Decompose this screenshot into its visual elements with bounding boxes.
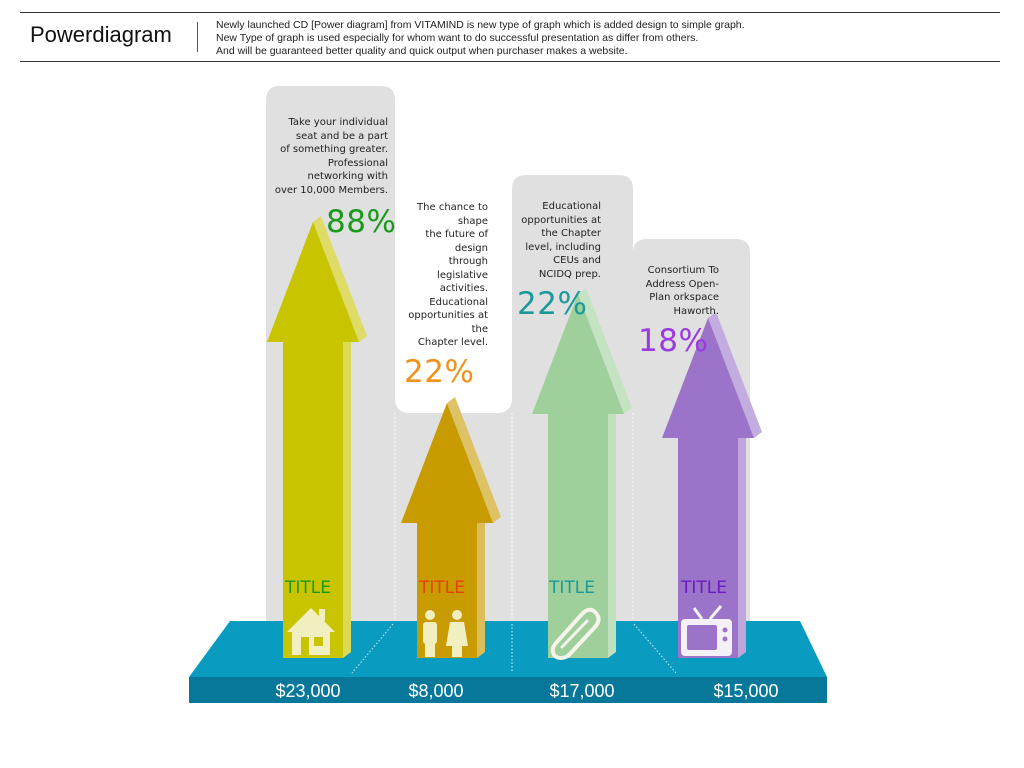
- arrow-body-side: [608, 410, 616, 658]
- value-label-2: $8,000: [408, 681, 464, 701]
- tv-antenna-right: [708, 605, 723, 620]
- tv-knob-2: [722, 636, 728, 642]
- house-roof: [287, 608, 335, 632]
- tv-icon: [681, 605, 732, 656]
- arrow-head-side: [708, 312, 762, 438]
- percent-label-4: 18%: [638, 323, 709, 359]
- value-label-3: $17,000: [549, 681, 615, 701]
- note-2: The chance to shape the future of design…: [408, 202, 488, 348]
- arrow-head: [662, 318, 754, 438]
- pencil-outline: [550, 607, 601, 660]
- arrow-1: [267, 216, 367, 658]
- category-label-3: TITLE: [549, 578, 595, 598]
- people-icon: [423, 610, 468, 657]
- arrow-3: [532, 288, 632, 658]
- tv-knob-1: [722, 627, 728, 633]
- percent-label-3: 22%: [517, 286, 588, 322]
- person-body-1: [423, 622, 437, 644]
- note-1: Take your individual seat and be a part …: [274, 117, 388, 196]
- arrow-head-side: [313, 216, 367, 342]
- arrow-head: [532, 294, 624, 414]
- pencil-icon: [550, 607, 601, 660]
- header-rule-top: [20, 12, 1000, 13]
- arrow-head-side: [447, 397, 501, 523]
- arrow-head-side: [578, 288, 632, 414]
- arrow-body: [283, 342, 343, 658]
- arrow-head: [267, 222, 359, 342]
- house-chimney: [319, 609, 325, 621]
- category-label-4: TITLE: [681, 578, 727, 598]
- platform-divider-1: [351, 623, 394, 674]
- category-label-2: TITLE: [419, 578, 465, 598]
- value-label-1: $23,000: [275, 681, 341, 701]
- arrow-body-side: [343, 338, 351, 658]
- arrow-body-side: [477, 519, 485, 658]
- description-line-2: New Type of graph is used especially for…: [216, 32, 699, 44]
- house-door: [301, 637, 309, 655]
- house-window: [314, 637, 323, 646]
- tv-antenna-left: [692, 607, 704, 620]
- arrow-body-side: [738, 434, 746, 658]
- header-separator: [197, 22, 198, 52]
- panel-notch: [395, 62, 512, 413]
- tv-screen: [687, 625, 717, 650]
- note-4: Consortium To Address Open- Plan orkspac…: [645, 265, 719, 317]
- pencil-line: [559, 618, 590, 650]
- percent-label-2: 22%: [404, 354, 475, 390]
- arrow-head: [401, 403, 493, 523]
- percent-label-1: 88%: [326, 204, 397, 240]
- house-icon: [287, 608, 335, 655]
- value-label-4: $15,000: [713, 681, 779, 701]
- platform-divider-3: [633, 623, 677, 674]
- brand-title: Powerdiagram: [30, 22, 172, 47]
- header-rule-bottom: [20, 61, 1000, 62]
- house-wall: [292, 630, 330, 655]
- person-legs-1: [425, 643, 435, 657]
- person-head-1: [425, 610, 435, 620]
- person-legs-2: [452, 645, 462, 657]
- header-description: Newly launched CD [Power diagram] from V…: [216, 19, 996, 58]
- arrow-2: [401, 397, 501, 658]
- description-line-1: Newly launched CD [Power diagram] from V…: [216, 19, 745, 31]
- note-3: Educational opportunities at the Chapter…: [521, 201, 601, 280]
- category-label-1: TITLE: [285, 578, 331, 598]
- platform-front: [189, 677, 827, 703]
- person-head-2: [452, 610, 462, 620]
- person-body-2: [446, 622, 468, 646]
- description-line-3: And will be guaranteed better quality an…: [216, 45, 628, 57]
